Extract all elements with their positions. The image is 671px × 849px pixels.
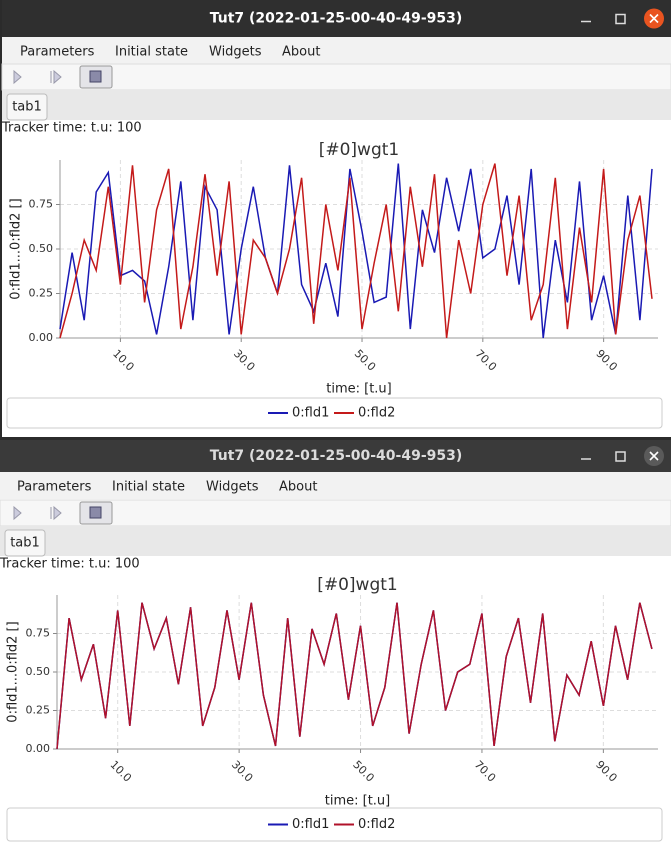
tab-label[interactable]: tab1 [10,536,40,551]
tab[interactable] [6,93,48,121]
menu-bar [0,472,671,499]
legend-label: 0:fld2 [358,406,395,421]
stop-button [89,70,102,83]
tab-strip [2,90,671,120]
maximize-button[interactable] [615,451,626,462]
tracker-time: Tracker time: t.u: 100 [0,557,140,572]
plot-area [57,595,658,749]
menu-item[interactable]: Parameters [20,45,95,60]
step-button[interactable] [50,505,62,521]
play-button[interactable] [13,505,22,521]
chart-title: [#0]wgt1 [319,140,400,160]
y-tick-label: 0.50 [29,242,54,255]
menu-item[interactable]: About [279,480,317,495]
menu-item[interactable]: Widgets [206,480,259,495]
y-tick-label: 0.75 [29,198,54,211]
tracker-time: Tracker time: t.u: 100 [1,121,142,136]
y-tick-label: 0.75 [26,627,51,640]
tab-strip [0,526,671,556]
y-tick-label: 0.25 [29,287,54,300]
series-line [56,602,653,750]
menu-item[interactable]: Widgets [209,45,262,60]
y-axis-label: 0:fld1...0:fld2 [] [9,198,24,299]
title-bar [2,0,671,37]
play-button[interactable] [13,69,22,85]
window-title: Tut7 (2022-01-25-00-40-49-953) [210,11,463,27]
close-icon [649,13,659,24]
menu-item[interactable]: Initial state [115,45,188,60]
title-bar [0,440,671,472]
tab[interactable] [4,529,46,557]
x-axis-label: time: [t.u] [325,794,391,809]
menu-item[interactable]: Initial state [112,480,185,495]
plot-area [60,160,658,338]
maximize-button[interactable] [615,13,626,25]
window-title: Tut7 (2022-01-25-00-40-49-953) [210,448,463,464]
series-line [59,163,653,339]
legend-label: 0:fld2 [358,817,395,832]
menu-item[interactable]: Parameters [17,480,92,495]
chart-title: [#0]wgt1 [317,575,398,595]
legend-label: 0:fld1 [292,406,329,421]
y-axis-label: 0:fld1...0:fld2 [] [6,621,21,722]
x-axis-label: time: [t.u] [326,382,392,397]
stop-button [89,506,102,519]
menu-item[interactable]: About [282,45,320,60]
menu-bar [2,37,671,64]
tab-label[interactable]: tab1 [12,100,42,115]
series-line [59,163,653,339]
legend-label: 0:fld1 [292,817,329,832]
y-tick-label: 0.25 [26,704,51,717]
y-tick-label: 0.50 [26,665,51,678]
step-button[interactable] [50,69,62,85]
y-tick-label: 0.00 [29,331,54,344]
close-icon [649,451,659,461]
toolbar [1,63,671,91]
y-tick-label: 0.00 [26,742,51,755]
